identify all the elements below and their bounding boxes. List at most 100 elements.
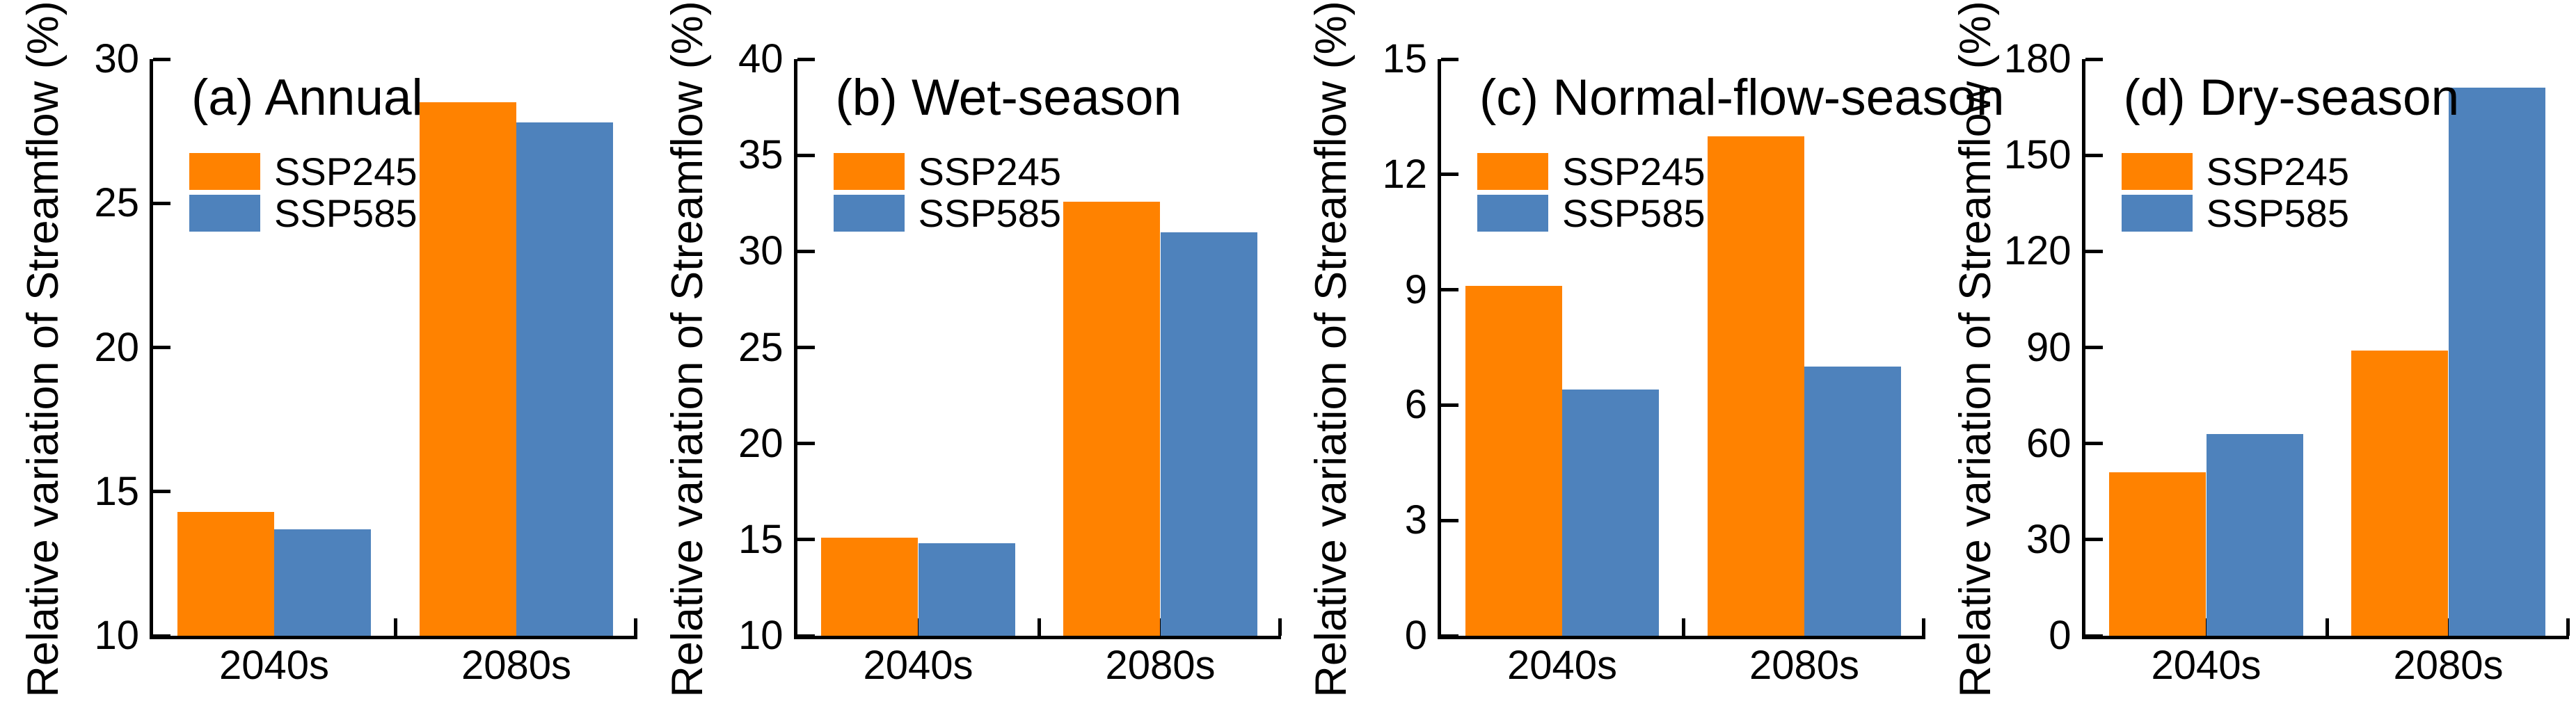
x-category-label: 2040s [218,643,330,688]
legend-swatch-ssp585 [189,194,260,232]
y-tick [797,346,815,349]
x-tick [634,618,637,636]
y-tick-label: 35 [738,132,784,178]
y-tick [2085,346,2103,349]
y-tick [153,57,170,61]
bar-ssp585-2080s [516,122,614,636]
bar-ssp245-2080s [2351,351,2449,636]
legend-label-ssp585: SSP585 [274,191,418,235]
y-tick-label: 20 [94,324,139,370]
plot-area-annual: (a) Annual SSP245 SSP585 10 15 20 25 30 2040s… [94,39,637,686]
y-tick [153,490,170,494]
legend-item-ssp585: SSP585 [833,191,1062,235]
y-tick [797,57,815,61]
x-category-label: 2080s [1749,643,1860,688]
legend-label-ssp245: SSP245 [918,149,1062,193]
y-tick [1441,288,1458,292]
y-tick-label: 0 [1404,613,1427,658]
y-tick [1441,173,1458,177]
bar-ssp245-2040s [821,538,919,636]
plot-area-normal-flow-season: (c) Normal-flow-season SSP245 SSP585 0 3 6… [1382,39,2004,686]
bar-ssp585-2040s [274,529,372,636]
legend: SSP245 SSP585 [833,149,1062,235]
x-tick [1922,618,1925,636]
chart-title-wet-season: (b) Wet-season [835,70,1182,126]
panel-wet-season: Relative variation of Streamflow (%) (b)… [644,0,1289,706]
chart-title-normal-flow-season: (c) Normal-flow-season [1479,70,2005,126]
y-tick-label: 15 [738,516,784,562]
y-tick-label: 25 [738,324,784,370]
y-tick-label: 9 [1404,266,1427,312]
y-tick-label: 40 [738,36,784,81]
y-tick-label: 30 [738,228,784,274]
legend-swatch-ssp585 [833,194,905,232]
x-tick [2566,618,2570,636]
legend-swatch-ssp585 [1477,194,1548,232]
x-category-label: 2080s [2393,643,2504,688]
chart-title-dry-season: (d) Dry-season [2123,70,2460,126]
y-tick-label: 30 [94,36,139,81]
y-tick [797,249,815,253]
legend-swatch-ssp245 [833,152,905,190]
bar-ssp585-2040s [918,543,1015,636]
x-tick [1037,618,1041,636]
y-tick [2085,57,2103,61]
y-tick [2085,249,2103,253]
x-tick [1278,618,1282,636]
x-tick [1681,618,1685,636]
x-tick [2325,618,2329,636]
y-tick-label: 20 [738,420,784,466]
y-axis-label: Relative variation of Streamflow (%) [19,1,67,698]
bar-ssp585-2080s [1804,367,1902,636]
x-category-label: 2080s [461,643,572,688]
y-tick-label: 12 [1382,151,1427,197]
x-category-label: 2040s [2151,643,2261,688]
y-axis-label: Relative variation of Streamflow (%) [1307,1,1355,698]
legend-label-ssp245: SSP245 [1562,149,1706,193]
y-tick-label: 0 [2049,613,2072,658]
legend-item-ssp245: SSP245 [2121,150,2349,193]
legend: SSP245 SSP585 [1477,149,1706,235]
y-tick-label: 25 [94,180,139,226]
y-tick [153,346,170,349]
bar-ssp585-2040s [1562,390,1660,636]
bar-ssp585-2080s [1160,232,1257,636]
y-tick [2085,634,2103,638]
y-tick [1441,57,1458,61]
legend-item-ssp585: SSP585 [1477,191,1706,235]
bar-ssp245-2040s [1465,286,1562,636]
y-tick-label: 6 [1404,382,1427,428]
legend-swatch-ssp585 [2121,194,2193,232]
y-tick [153,201,170,205]
plot-area-wet-season: (b) Wet-season SSP245 SSP585 10 15 20 25 30 3… [738,39,1282,686]
y-tick [797,442,815,446]
y-tick [797,153,815,157]
y-tick [2085,153,2103,157]
y-tick-label: 30 [2026,516,2072,562]
x-category-label: 2040s [1506,643,1618,688]
panel-normal-flow-season: Relative variation of Streamflow (%) (c)… [1288,0,2005,706]
y-tick-label: 15 [1382,36,1427,81]
bar-ssp585-2040s [2206,433,2303,636]
y-tick [2085,442,2103,446]
y-tick [797,634,815,638]
legend-label-ssp585: SSP585 [1562,191,1706,235]
bar-ssp245-2040s [177,511,274,636]
y-tick-label: 150 [2003,132,2072,178]
y-tick [797,538,815,542]
legend-swatch-ssp245 [1477,152,1548,190]
legend-swatch-ssp245 [189,152,260,190]
legend-label-ssp585: SSP585 [918,191,1062,235]
y-tick [2085,538,2103,542]
y-tick [1441,403,1458,407]
y-tick-label: 3 [1404,497,1427,543]
panel-annual: Relative variation of Streamflow (%) (a)… [0,0,644,706]
legend-swatch-ssp245 [2121,152,2193,190]
x-tick [393,618,397,636]
y-tick-label: 10 [738,613,784,658]
y-axis-label: Relative variation of Streamflow (%) [662,1,712,698]
y-tick-label: 180 [2003,36,2072,81]
legend-label-ssp585: SSP585 [2206,191,2350,235]
bar-ssp245-2040s [2109,472,2207,636]
